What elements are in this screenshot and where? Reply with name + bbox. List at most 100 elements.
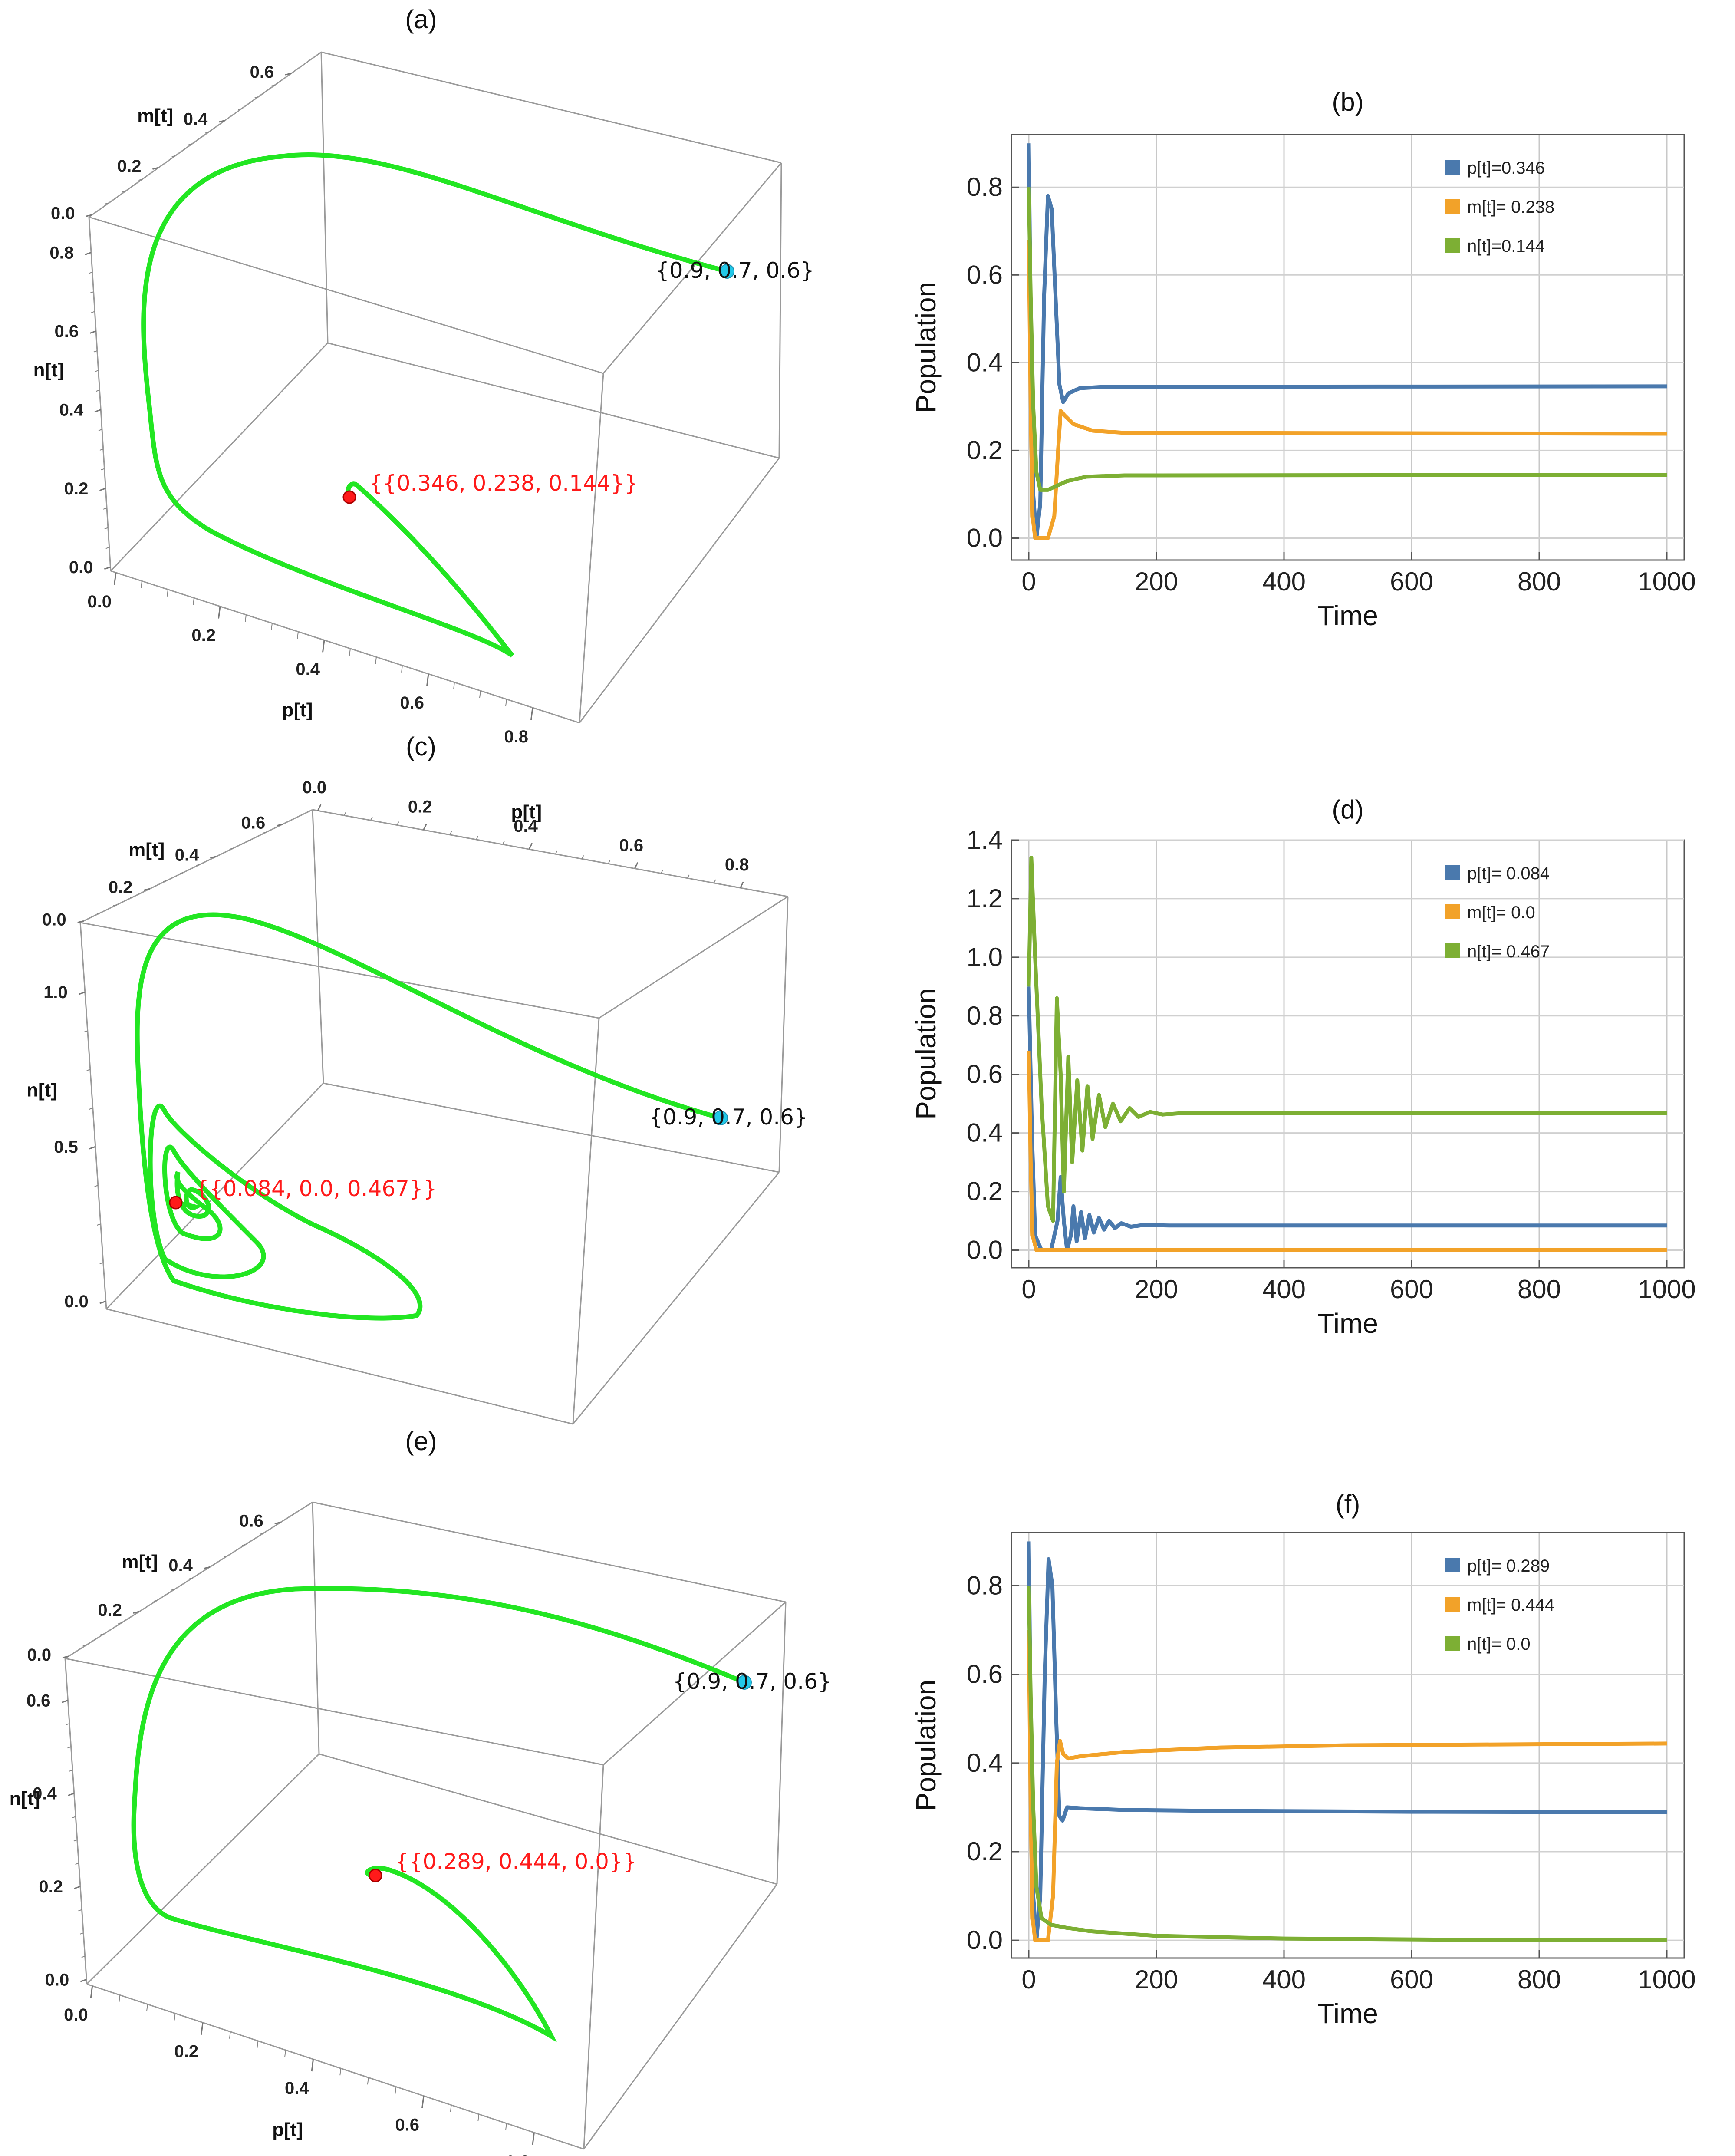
y-tick-mark	[210, 856, 217, 859]
x-tick-label: 1000	[1638, 567, 1695, 596]
start-point-e	[737, 1675, 752, 1690]
phase-portrait-a: (a) 0.0 0.2 0.4 0.6 0.8 0.0 0.2 0.4 0.6 0.0 0.2 0.4 0…	[33, 5, 814, 746]
legend-swatch-m	[1445, 904, 1460, 919]
legend-swatch-p	[1445, 865, 1460, 880]
legend-swatch-n	[1445, 943, 1460, 958]
x-tick-label: 0.8	[506, 2152, 530, 2156]
x-minor-tick	[284, 2050, 286, 2057]
x-minor-tick	[608, 860, 611, 864]
equilibrium-point-c	[169, 1196, 183, 1210]
y-tick-mark	[77, 920, 84, 923]
x-tick-mark	[311, 2059, 314, 2072]
y-tick-label: 0.0	[27, 1645, 52, 1665]
x-minor-tick	[581, 855, 584, 859]
z-minor-tick	[86, 1069, 91, 1071]
z-tick-label: 0.0	[64, 1292, 89, 1311]
y-tick-label: 1.0	[967, 943, 1003, 972]
box-edge	[86, 1983, 584, 2150]
z-tick-label: 0.8	[49, 244, 74, 263]
panel-label-b: (b)	[1332, 87, 1363, 116]
x-minor-tick	[505, 699, 507, 706]
y-tick-label: 0.2	[967, 1177, 1003, 1206]
z-minor-tick	[105, 547, 109, 549]
trajectory-a	[141, 152, 730, 658]
y-tick-label: 1.4	[967, 825, 1003, 854]
x-tick-label: 0.2	[174, 2042, 199, 2061]
y-minor-tick	[122, 191, 126, 193]
box-edge	[599, 896, 788, 1019]
x-tick-label: 0.8	[504, 727, 528, 746]
y-tick-mark	[152, 167, 159, 170]
y-tick-mark	[204, 1566, 211, 1569]
z-minor-tick	[66, 1723, 70, 1725]
x-tick-mark	[528, 843, 533, 850]
x-tick-label: 1000	[1638, 1965, 1695, 1994]
x-minor-tick	[297, 631, 299, 639]
z-tick-mark	[61, 1700, 68, 1703]
z-minor-tick	[99, 448, 104, 451]
x-tick-mark	[201, 2022, 204, 2035]
x-minor-tick	[396, 821, 399, 826]
y-tick-label: 0.4	[184, 109, 208, 129]
z-tick-label: 0.0	[69, 558, 93, 577]
y-axis-label: m[t]	[137, 105, 173, 126]
z-tick-label: 0.6	[26, 1691, 51, 1710]
y-axis-label: m[t]	[122, 1551, 158, 1572]
x-tick-mark	[740, 881, 744, 888]
y-minor-tick	[188, 143, 192, 145]
x-tick-label: 600	[1390, 567, 1433, 596]
x-tick-label: 400	[1262, 567, 1306, 596]
x-tick-mark	[423, 823, 427, 831]
y-minor-tick	[242, 1544, 246, 1546]
y-tick-label: 0.4	[168, 1556, 193, 1575]
x-tick-label: 0.4	[285, 2079, 309, 2098]
chart-b: (b) 0 200 400 600 800 1000 0.0 0.2 0.4 0.6 0.8 Time P…	[910, 87, 1696, 631]
legend-label-n: n[t]= 0.467	[1467, 942, 1550, 961]
legend-label-p: p[t]= 0.084	[1467, 864, 1550, 883]
x-tick-label: 0.2	[408, 798, 432, 817]
x-minor-tick	[687, 874, 690, 879]
y-tick-mark	[285, 73, 292, 76]
x-tick-label: 600	[1390, 1965, 1433, 1994]
panel-label-a: (a)	[405, 5, 437, 34]
panel-label-c: (c)	[406, 732, 436, 761]
chart-d: (d) 0 200 400 600 800 1000 0.0 0.2 0.4 0.6 0.8 1.0 1.…	[910, 795, 1696, 1339]
box-edge	[88, 217, 112, 571]
box-edge	[603, 1601, 786, 1766]
z-minor-tick	[98, 429, 102, 431]
legend-label-n: n[t]=0.144	[1467, 237, 1545, 256]
x-minor-tick	[349, 648, 351, 656]
box-edge	[572, 1018, 600, 1424]
y-tick-label: 0.2	[967, 435, 1003, 465]
x-tick-label: 0.8	[725, 855, 749, 874]
z-tick-mark	[89, 330, 96, 334]
x-minor-tick	[713, 879, 716, 883]
y-tick-label: 0.6	[967, 1660, 1003, 1689]
x-tick-mark	[317, 804, 322, 811]
z-tick-mark	[99, 488, 106, 491]
y-tick-mark	[62, 1655, 69, 1658]
y-tick-label: 0.0	[967, 1236, 1003, 1265]
box-edge	[778, 162, 782, 458]
z-tick-label: 0.4	[59, 401, 84, 420]
legend-swatch-n	[1445, 1636, 1460, 1651]
y-axis-label: Population	[910, 282, 942, 413]
y-axis-label: Population	[910, 988, 942, 1119]
box-edge	[65, 1658, 604, 1766]
z-tick-label: 0.2	[39, 1877, 63, 1896]
legend-swatch-n	[1445, 238, 1460, 253]
x-minor-tick	[257, 2041, 259, 2048]
series-line-m	[1027, 1051, 1667, 1252]
z-minor-tick	[104, 527, 109, 530]
z-tick-label: 0.0	[45, 1970, 69, 1989]
x-minor-tick	[193, 598, 194, 605]
x-tick-label: 200	[1135, 567, 1178, 596]
y-tick-label: 0.6	[967, 260, 1003, 289]
box-edge	[323, 1082, 780, 1173]
x-tick-label: 0.0	[87, 592, 112, 611]
box-edge	[86, 1753, 320, 1985]
y-minor-tick	[118, 1622, 122, 1624]
z-minor-tick	[93, 350, 98, 353]
legend-swatch-p	[1445, 160, 1460, 175]
y-minor-tick	[229, 848, 233, 850]
